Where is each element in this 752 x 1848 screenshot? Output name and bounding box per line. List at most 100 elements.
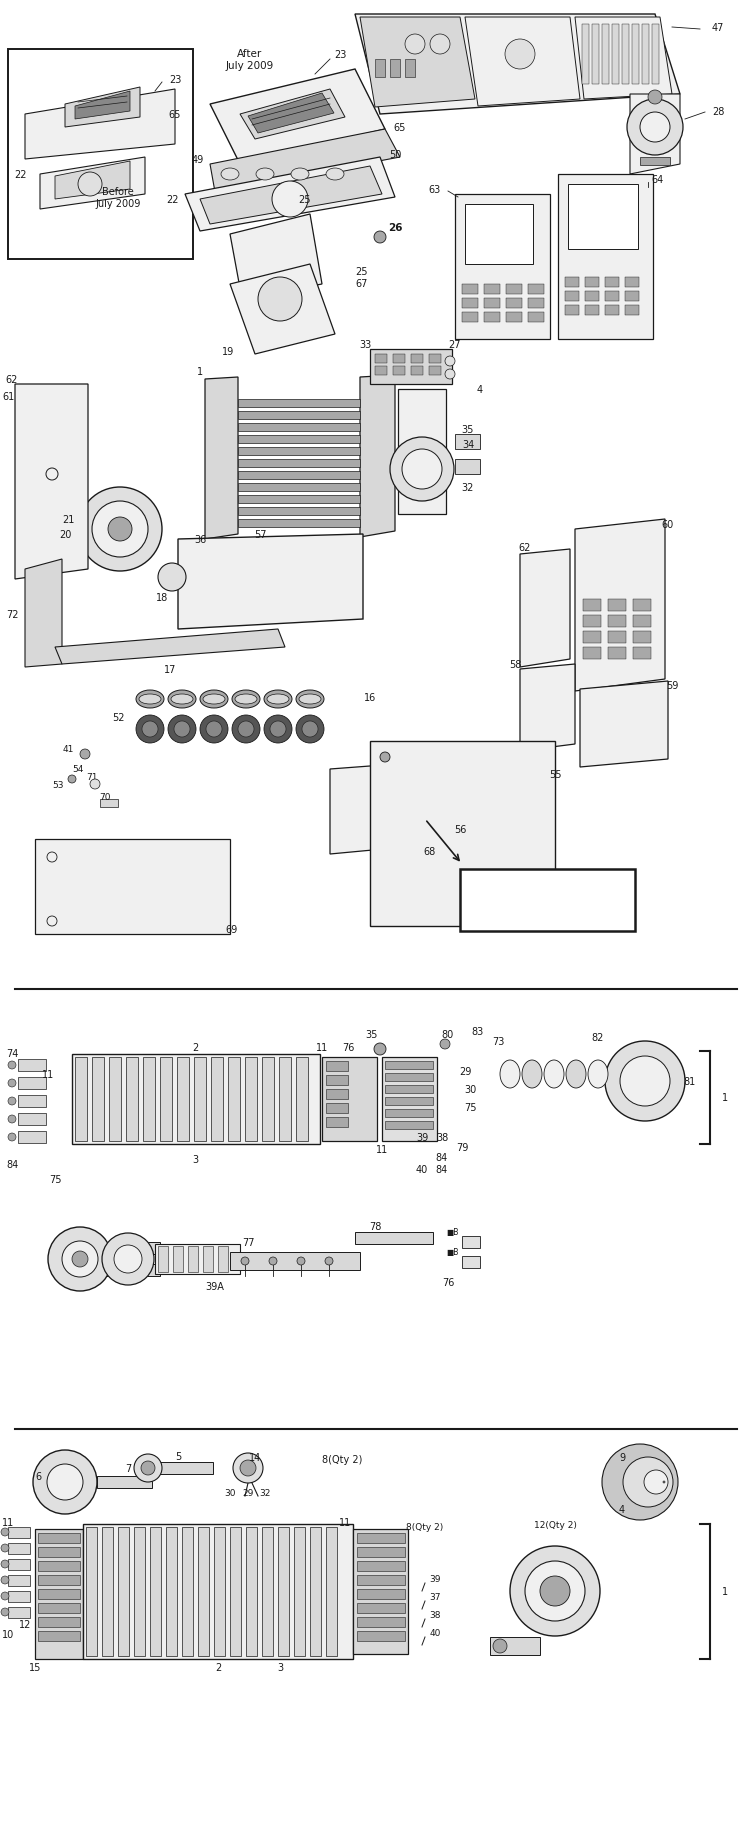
Bar — [393, 355, 405, 364]
Text: After
July 2009: After July 2009 — [226, 50, 274, 70]
Bar — [642, 26, 649, 85]
Bar — [462, 299, 478, 309]
Circle shape — [141, 1462, 155, 1475]
Text: 8(Qty 2): 8(Qty 2) — [322, 1454, 362, 1464]
Circle shape — [269, 1257, 277, 1266]
Bar — [608, 647, 626, 660]
Bar — [97, 1477, 152, 1488]
Bar — [143, 1057, 155, 1142]
Bar — [385, 1061, 433, 1070]
Bar — [18, 1059, 46, 1072]
Ellipse shape — [232, 691, 260, 708]
Text: 64: 64 — [652, 176, 664, 185]
Bar — [608, 632, 626, 643]
Text: 56: 56 — [453, 824, 466, 835]
Text: 76: 76 — [442, 1277, 454, 1288]
Polygon shape — [630, 94, 680, 176]
Bar — [326, 1526, 337, 1656]
Bar — [8, 1543, 30, 1554]
Circle shape — [8, 1061, 16, 1070]
Bar — [462, 1257, 480, 1268]
Circle shape — [233, 1453, 263, 1484]
Bar — [585, 292, 599, 301]
Circle shape — [1, 1593, 9, 1600]
Bar — [238, 508, 360, 516]
Circle shape — [48, 1227, 112, 1292]
Bar — [357, 1547, 405, 1558]
Bar — [455, 460, 480, 475]
Bar — [633, 647, 651, 660]
Circle shape — [114, 1246, 142, 1273]
Bar — [262, 1057, 274, 1142]
Bar — [625, 292, 639, 301]
Ellipse shape — [221, 168, 239, 181]
Circle shape — [80, 750, 90, 760]
Text: ■B: ■B — [447, 1227, 459, 1236]
Bar — [608, 615, 626, 628]
Bar — [198, 1526, 209, 1656]
Bar — [375, 59, 385, 78]
Text: 6: 6 — [35, 1471, 41, 1482]
Text: Before
July 2009: Before July 2009 — [96, 187, 141, 209]
Bar — [390, 59, 400, 78]
Text: 84: 84 — [6, 1159, 18, 1170]
Text: 32: 32 — [462, 482, 475, 493]
Circle shape — [47, 1464, 83, 1501]
Bar — [86, 1526, 97, 1656]
Bar — [38, 1632, 80, 1641]
Bar — [506, 312, 522, 323]
Text: 39A: 39A — [205, 1281, 224, 1292]
Circle shape — [8, 1116, 16, 1124]
Text: 36: 36 — [194, 534, 206, 545]
Text: 76: 76 — [342, 1042, 354, 1052]
Polygon shape — [75, 92, 130, 120]
Circle shape — [525, 1562, 585, 1621]
Bar — [8, 1608, 30, 1619]
Bar — [38, 1602, 80, 1613]
Text: 60: 60 — [662, 519, 674, 530]
Text: 21: 21 — [62, 516, 74, 525]
Ellipse shape — [267, 695, 289, 704]
Bar — [326, 1061, 348, 1072]
Text: 32: 32 — [259, 1488, 271, 1497]
Bar — [38, 1562, 80, 1571]
Circle shape — [200, 715, 228, 743]
Text: 57: 57 — [253, 530, 266, 540]
Bar — [565, 305, 579, 316]
Circle shape — [1, 1545, 9, 1552]
Bar — [528, 285, 544, 296]
Bar — [462, 1236, 480, 1249]
Circle shape — [445, 370, 455, 381]
Text: 8(Qty 2): 8(Qty 2) — [406, 1523, 444, 1532]
Circle shape — [510, 1547, 600, 1635]
Bar — [238, 412, 360, 419]
Circle shape — [62, 1242, 98, 1277]
Bar — [382, 1057, 437, 1142]
Polygon shape — [330, 758, 490, 854]
Bar — [38, 1534, 80, 1543]
Circle shape — [264, 715, 292, 743]
Ellipse shape — [522, 1061, 542, 1088]
Text: 55: 55 — [549, 769, 561, 780]
Bar — [393, 366, 405, 375]
Bar — [238, 484, 360, 492]
Bar — [238, 471, 360, 480]
Text: 38: 38 — [429, 1611, 441, 1619]
Circle shape — [174, 721, 190, 737]
Bar — [155, 1244, 240, 1275]
Bar — [370, 741, 555, 926]
Circle shape — [1, 1528, 9, 1536]
Circle shape — [302, 721, 318, 737]
Polygon shape — [520, 665, 575, 752]
Bar — [357, 1534, 405, 1543]
Bar — [484, 312, 500, 323]
Bar — [296, 1057, 308, 1142]
Circle shape — [258, 277, 302, 322]
Ellipse shape — [264, 691, 292, 708]
Ellipse shape — [588, 1061, 608, 1088]
Text: 82: 82 — [592, 1033, 604, 1042]
Text: 18: 18 — [156, 593, 168, 602]
Circle shape — [102, 1233, 154, 1286]
Circle shape — [644, 1471, 668, 1495]
Bar — [558, 176, 653, 340]
